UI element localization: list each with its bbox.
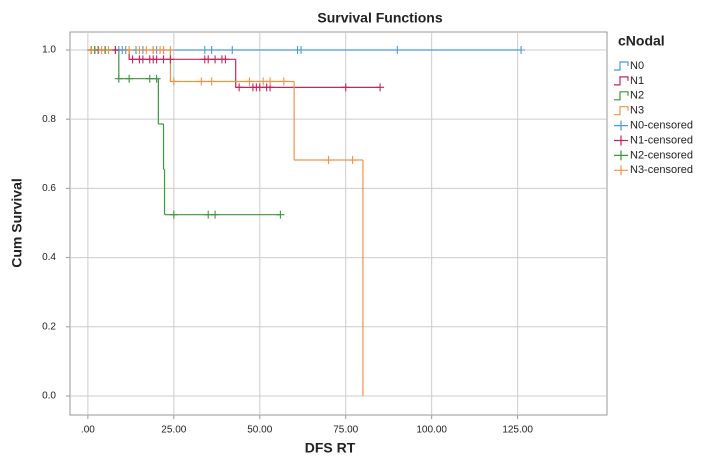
censor-mark [211, 210, 220, 219]
censor-mark [125, 45, 134, 54]
censor-mark [145, 74, 154, 83]
y-tick-label: 0.2 [42, 321, 56, 332]
x-tick-label: 50.00 [247, 425, 272, 436]
legend-title: cNodal [618, 33, 665, 49]
censor-mark [152, 74, 161, 83]
y-tick-label: 0.4 [42, 252, 56, 263]
y-axis-label: Cum Survival [9, 178, 25, 267]
censor-mark [211, 55, 220, 64]
censor-mark [166, 55, 175, 64]
x-axis-label: DFS RT [305, 440, 356, 456]
censor-mark [204, 210, 213, 219]
x-tick-label: 100.00 [416, 425, 447, 436]
x-tick-label: 25.00 [161, 425, 186, 436]
x-tick-label: 75.00 [333, 425, 358, 436]
censor-mark [125, 74, 134, 83]
legend-swatch [614, 76, 629, 86]
x-tick-label: .00 [81, 425, 95, 436]
legend-label: N3 [630, 105, 644, 117]
chart-title: Survival Functions [317, 10, 442, 26]
legend-swatch [614, 150, 628, 161]
censor-mark [97, 45, 106, 54]
y-tick-label: 1.0 [42, 45, 56, 56]
censor-mark [228, 45, 237, 54]
x-tick-label: 125.00 [502, 425, 533, 436]
censor-mark [266, 77, 275, 86]
censor-mark [152, 55, 161, 64]
legend-swatch [614, 106, 629, 116]
censor-mark [393, 45, 402, 54]
censor-mark [207, 77, 216, 86]
censor-mark [138, 55, 147, 64]
censor-mark [517, 45, 526, 54]
censor-mark [149, 45, 158, 54]
y-tick-label: 0.0 [42, 391, 56, 402]
censor-mark [204, 55, 213, 64]
censor-mark [166, 45, 175, 54]
y-tick-label: 0.6 [42, 183, 56, 194]
legend-label: N2 [630, 90, 644, 102]
censor-mark [104, 45, 113, 54]
censor-mark [245, 77, 254, 86]
censor-mark [142, 45, 151, 54]
censor-mark [235, 83, 244, 92]
y-tick-label: 0.8 [42, 114, 56, 125]
censor-mark [197, 77, 206, 86]
censor-mark [324, 156, 333, 165]
legend-swatch [614, 61, 629, 71]
plot-frame [69, 31, 608, 416]
legend-swatch [614, 120, 628, 131]
censor-mark [159, 55, 168, 64]
censor-mark [200, 45, 209, 54]
censor-mark [128, 55, 137, 64]
censor-mark [87, 45, 96, 54]
censor-mark [111, 45, 120, 54]
censor-mark [255, 83, 264, 92]
legend-label: N1 [630, 75, 644, 87]
legend-swatch [614, 165, 628, 176]
censor-mark [297, 45, 306, 54]
legend-label: N0 [630, 60, 644, 72]
censor-mark [207, 45, 216, 54]
legend-label: N0-censored [630, 120, 693, 132]
censor-mark [114, 74, 123, 83]
legend-label: N1-censored [630, 134, 693, 146]
censor-mark [348, 156, 357, 165]
censor-mark [341, 83, 350, 92]
censor-mark [259, 77, 268, 86]
censor-mark [376, 83, 385, 92]
censor-mark [159, 45, 168, 54]
censor-mark [169, 77, 178, 86]
legend-label: N3-censored [630, 164, 693, 176]
censor-mark [276, 210, 285, 219]
censor-mark [221, 55, 230, 64]
legend-swatch [614, 135, 628, 146]
censor-mark [135, 45, 144, 54]
legend-swatch [614, 91, 629, 101]
legend-label: N2-censored [630, 149, 693, 161]
censor-mark [279, 77, 288, 86]
censor-mark [169, 210, 178, 219]
